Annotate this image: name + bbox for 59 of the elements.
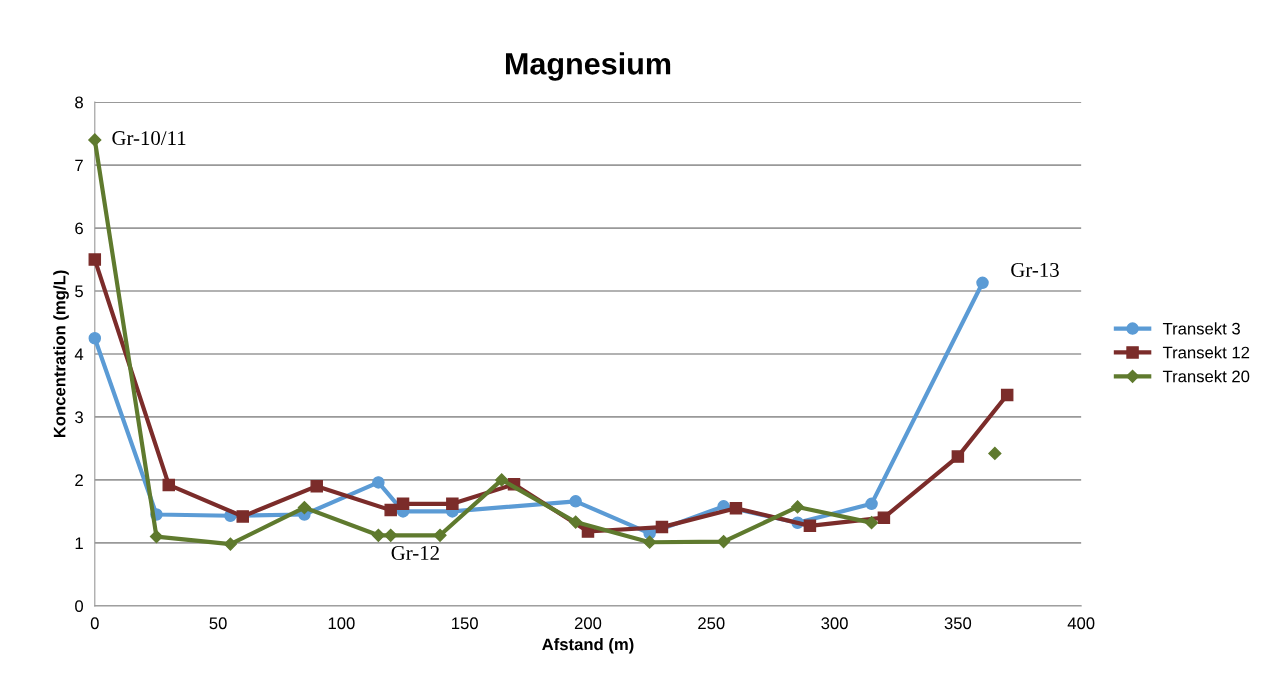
point [149,529,164,544]
point [297,501,311,515]
point [1000,388,1014,402]
x-tick-label: 350 [944,617,972,630]
point [877,511,891,524]
point [162,478,176,492]
point [371,528,385,542]
point [643,535,657,549]
legend-label: Transekt 12 [1162,346,1250,359]
y-tick-label: 1 [75,537,83,549]
x-tick-label: 150 [452,617,478,630]
point [372,476,385,489]
annotation: Gr-10/11 [112,131,186,146]
point [717,535,731,549]
point [864,516,879,530]
y-tick-label: 7 [75,159,83,172]
legend-label: Transekt 3 [1162,322,1240,335]
point [310,479,323,493]
point [384,503,397,517]
annotation: Gr-13 [1011,262,1059,277]
y-tick-label: 8 [75,96,83,109]
y-tick-label: 4 [74,348,84,361]
chart-title: Magnesium [505,52,671,81]
point [396,497,410,511]
point [495,473,509,487]
point [88,253,102,266]
point [88,133,102,147]
point [655,520,669,534]
point [569,495,582,508]
point [446,497,459,511]
point [790,500,805,514]
y-tick-label: 5 [75,285,83,298]
x-tick-label: 200 [574,617,602,630]
point [384,528,398,542]
point [865,497,878,511]
point [236,510,250,523]
point [569,515,583,529]
point [433,528,447,542]
x-tick-label: 250 [698,617,725,630]
y-tick-label: 3 [75,411,83,424]
x-tick-label: 300 [821,617,848,630]
legend-label: Transekt 20 [1162,370,1250,383]
annotation: Gr-12 [391,545,439,560]
point [729,501,743,515]
x-axis-title: Afstand (m) [542,638,634,654]
x-tick-label: 50 [209,617,227,630]
x-tick-label: 100 [328,617,355,630]
point [88,331,102,345]
point [951,450,965,463]
point [803,519,817,533]
y-tick-label: 0 [75,600,84,613]
point [988,446,1002,461]
y-axis-title: Koncentration (mg/L) [53,270,69,438]
point [976,276,989,290]
point [223,537,238,551]
y-tick-label: 2 [75,474,83,486]
x-tick-label: 400 [1067,617,1095,630]
x-tick-label: 0 [90,617,99,630]
y-tick-label: 6 [75,222,83,235]
